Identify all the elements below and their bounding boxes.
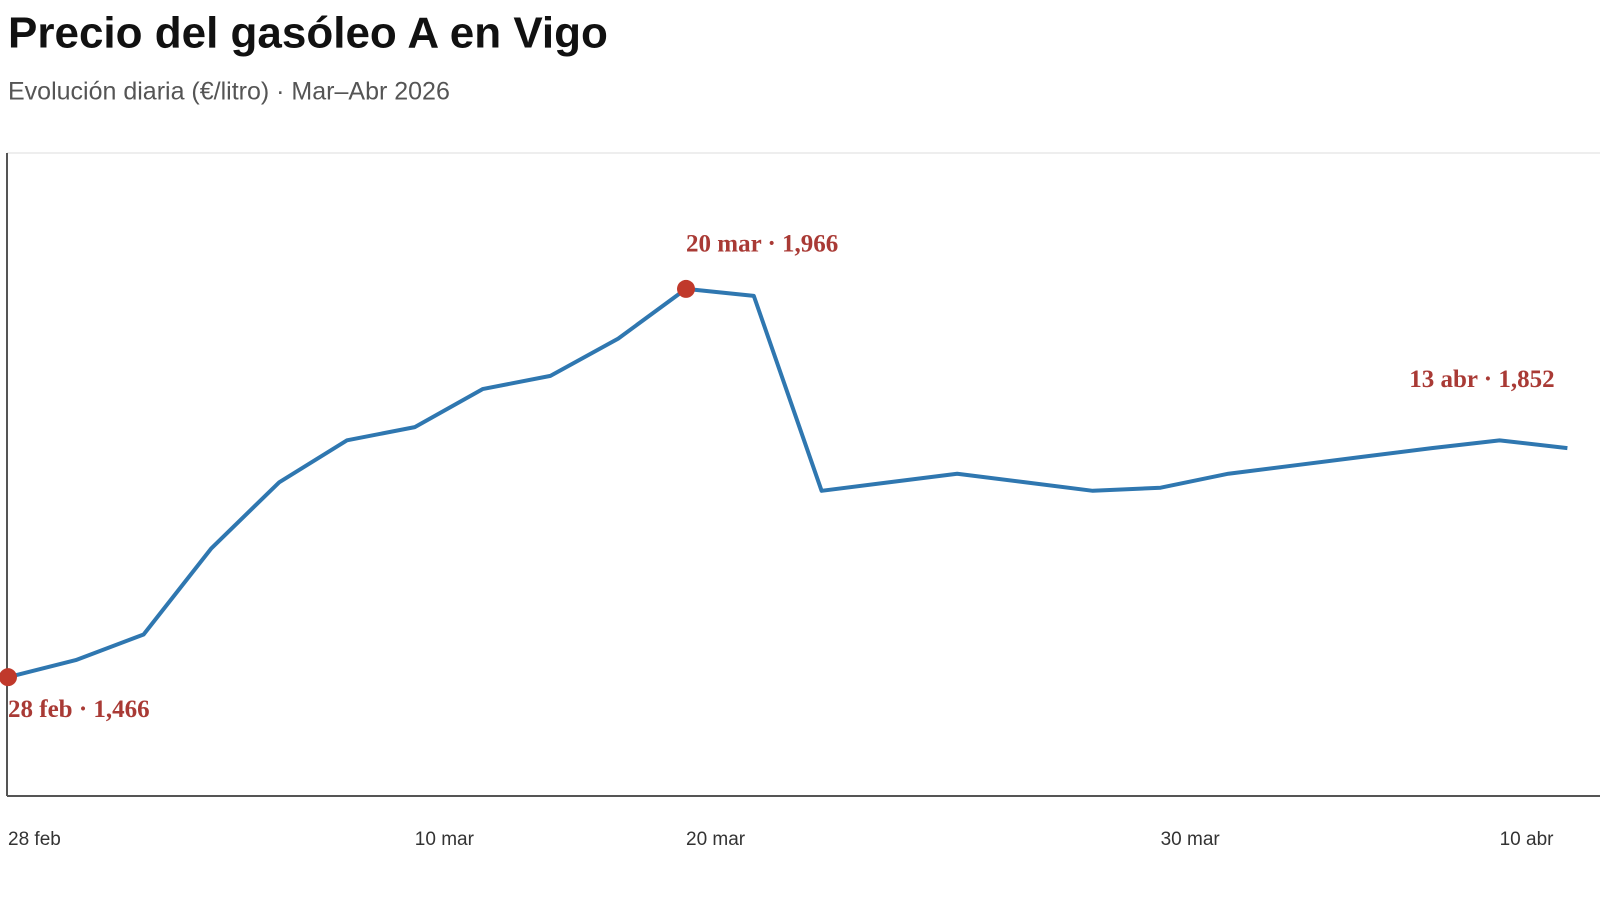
x-tick-label: 10 abr <box>1500 829 1555 850</box>
annotation: 13 abr · 1,852 <box>1409 366 1554 393</box>
chart-subtitle: Evolución diaria (€/litro) · Mar–Abr 202… <box>8 78 450 106</box>
highlight-marker <box>677 279 695 298</box>
highlight-marker <box>0 668 17 687</box>
x-tick-label: 20 mar <box>686 829 746 850</box>
annotation: 28 feb · 1,466 <box>8 696 150 723</box>
x-tick-label: 28 feb <box>8 829 61 850</box>
series-line <box>7 286 1568 680</box>
chart-title: Precio del gasóleo A en Vigo <box>8 9 608 58</box>
annotation: 20 mar · 1,966 <box>686 231 838 258</box>
x-tick-label: 30 mar <box>1161 829 1221 850</box>
x-tick-label: 10 mar <box>415 829 475 850</box>
